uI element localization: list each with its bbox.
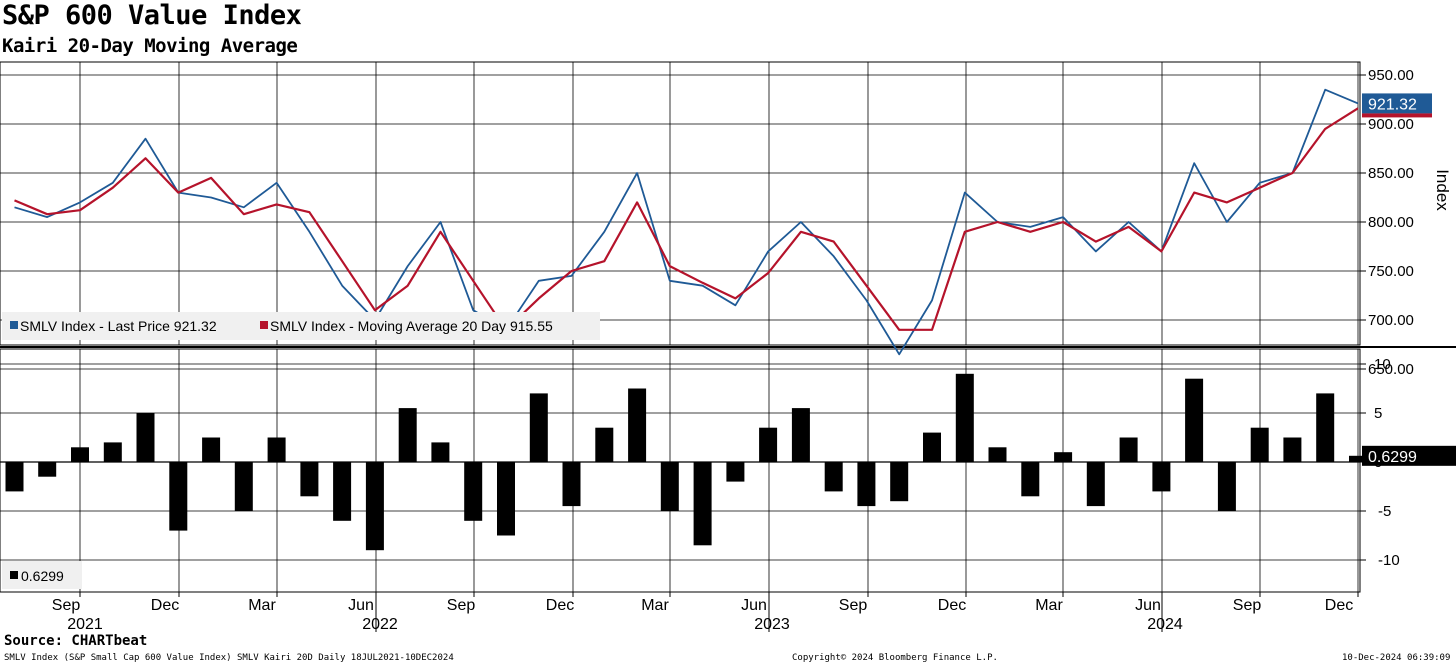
kairi-bar [1217,462,1236,511]
kairi-bar [562,462,581,507]
kairi-bar [464,462,483,521]
x-month-label-0: Sep [52,597,81,614]
chart-title: S&P 600 Value Index [2,0,302,31]
legend-label-0: SMLV Index - Last Price 921.32 [20,318,217,334]
kairi-bar [595,427,614,462]
kairi-bar [988,447,1007,462]
top-ytick-label-3: 800.00 [1368,214,1414,231]
bottom-legend-swatch [10,571,18,579]
moving-average-marker [1362,113,1432,118]
kairi-bar [38,462,57,477]
x-month-label-6: Mar [641,597,669,614]
source-note: Source: CHARTbeat [4,633,148,649]
chart-subtitle: Kairi 20-Day Moving Average [2,35,298,57]
kairi-bar [1283,437,1302,462]
x-year-label-3: 2024 [1147,616,1183,633]
x-year-label-0: 2021 [67,616,103,633]
x-month-label-3: Jun [348,597,374,614]
x-month-label-2: Mar [248,597,276,614]
last-price-marker-label: 921.32 [1368,96,1417,113]
kairi-bar [1185,378,1204,462]
legend-label-1: SMLV Index - Moving Average 20 Day 915.5… [270,318,553,334]
kairi-bar [333,462,352,521]
kairi-bar [955,373,974,462]
x-month-label-12: Sep [1233,597,1262,614]
kairi-bar [1054,452,1073,462]
top-ytick-label-2: 850.00 [1368,165,1414,182]
kairi-bar [693,462,712,546]
top-ytick-label-6: 650.00 [1368,361,1414,378]
kairi-bar [234,462,253,511]
x-month-label-8: Sep [839,597,868,614]
kairi-bar [1086,462,1105,507]
kairi-bar [398,408,417,462]
x-month-label-13: Dec [1325,597,1353,614]
top-y-axis-label: Index [1433,169,1452,211]
kairi-bar [202,437,221,462]
legend-swatch-1 [260,321,268,329]
x-month-label-9: Dec [938,597,966,614]
top-ytick-label-4: 750.00 [1368,263,1414,280]
kairi-bar [431,442,450,462]
x-year-label-1: 2022 [362,616,398,633]
x-month-label-1: Dec [151,597,179,614]
kairi-last-marker [1362,445,1456,466]
bottom-ytick-label-1: 5 [1374,405,1382,422]
x-month-label-10: Mar [1035,597,1063,614]
kairi-bar [169,462,188,531]
kairi-bar [1152,462,1171,492]
kairi-bar [1119,437,1138,462]
kairi-bar [791,408,810,462]
series-line-moving-average [14,107,1359,331]
kairi-bar [1250,427,1269,462]
bottom-ytick-label-0: 10 [1374,356,1391,373]
kairi-bar [1349,455,1367,462]
x-month-label-7: Jun [741,597,767,614]
kairi-bar [726,462,745,482]
bottom-ytick-label-4: -10 [1378,552,1400,569]
kairi-bar [759,427,778,462]
footer-description: SMLV Index (S&P Small Cap 600 Value Inde… [4,653,454,663]
kairi-bar [5,462,24,492]
kairi-bar [857,462,876,507]
footer-copyright: Copyright© 2024 Bloomberg Finance L.P. [792,653,998,663]
kairi-bar [300,462,319,497]
kairi-bar [890,462,909,502]
bottom-legend-label: 0.6299 [21,568,64,584]
top-panel-frame [0,61,1361,346]
kairi-bar [1021,462,1040,497]
footer-timestamp: 10-Dec-2024 06:39:09 [1342,653,1451,663]
kairi-bar [529,393,548,462]
x-month-label-5: Dec [546,597,574,614]
top-ytick-label-1: 900.00 [1368,116,1414,133]
series-line-last-price [14,88,1359,356]
kairi-bar [1316,393,1335,462]
kairi-bar [71,447,89,462]
bottom-panel-frame [0,348,1361,593]
kairi-bar [923,432,941,462]
top-ytick-label-0: 950.00 [1368,67,1414,84]
kairi-bar [267,437,286,462]
kairi-bar [628,388,647,462]
x-month-label-4: Sep [447,597,476,614]
kairi-bar [365,462,384,551]
kairi-bar [136,413,155,462]
kairi-bar [497,462,515,536]
kairi-bar [824,462,843,492]
top-legend-box [2,312,600,340]
x-year-label-2: 2023 [754,616,790,633]
last-price-marker [1362,93,1432,114]
top-ytick-label-5: 700.00 [1368,312,1414,329]
kairi-last-marker-label: 0.6299 [1368,449,1417,466]
bottom-ytick-label-3: -5 [1378,503,1391,520]
kairi-bar [103,442,122,462]
legend-swatch-0 [10,321,18,329]
x-month-label-11: Jun [1135,597,1161,614]
kairi-bar [660,462,679,511]
